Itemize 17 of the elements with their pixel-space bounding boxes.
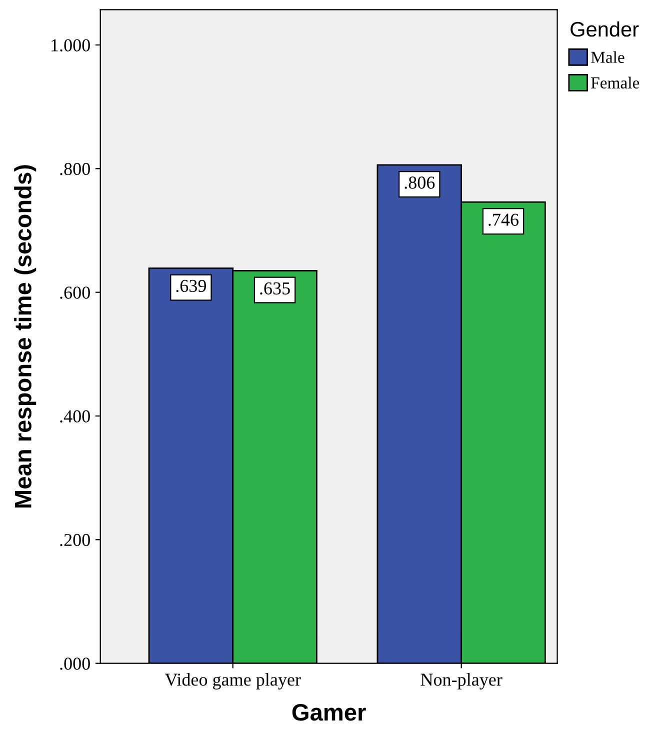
legend-label: Male (591, 51, 624, 63)
y-tick-label: .400 (60, 410, 90, 423)
x-axis-title: Gamer (292, 704, 366, 721)
data-label: .635 (260, 282, 290, 295)
x-tick-label: Video game player (164, 673, 301, 690)
legend-title: Gender (570, 21, 639, 37)
data-label: .639 (176, 280, 206, 292)
y-tick-label: .800 (60, 162, 90, 176)
x-tick-label: Non-player (420, 673, 502, 690)
y-axis-title: Mean response time (seconds) (14, 165, 36, 508)
legend-label: Female (591, 76, 640, 89)
y-tick-label: .200 (60, 534, 90, 546)
data-label: .746 (488, 214, 519, 226)
y-tick-label: .000 (60, 658, 90, 670)
y-tick-label: .600 (60, 286, 90, 299)
y-tick-label: 1.000 (52, 39, 90, 52)
data-label: .806 (404, 176, 435, 189)
